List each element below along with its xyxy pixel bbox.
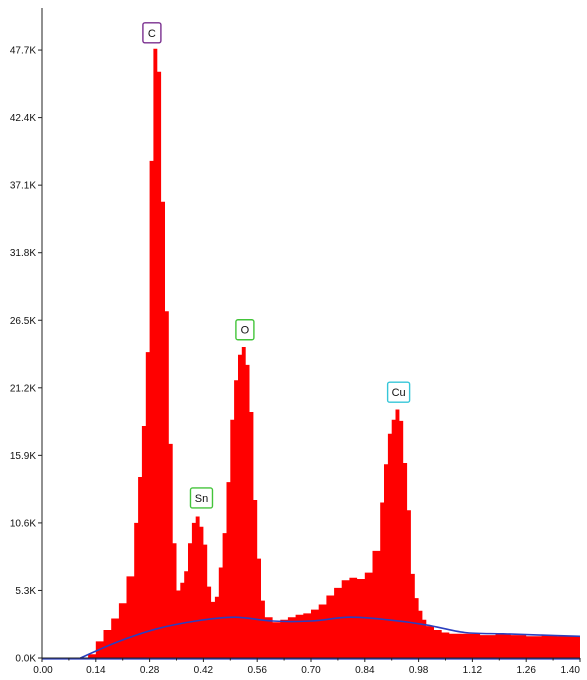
plot-area <box>42 48 581 660</box>
y-tick-label: 10.6K <box>10 518 36 529</box>
peak-label-box <box>235 319 255 341</box>
y-tick-label: 42.4K <box>10 113 36 124</box>
x-tick-label: 1.26 <box>516 665 536 676</box>
x-tick-label: 0.84 <box>355 665 375 676</box>
axes: 0.0K 5.3K 10.6K 15.9K 21.2K 26.5K 31.8K 37.1K 42… <box>10 8 581 676</box>
peak-label-box <box>386 381 411 403</box>
y-tick-label: 21.2K <box>10 383 36 394</box>
peak-label-c: C <box>142 22 162 44</box>
peak-labels: C Sn O Cu <box>142 22 411 509</box>
x-tick-label: 0.70 <box>301 665 321 676</box>
peak-label-box <box>189 487 214 509</box>
x-tick-label: 0.42 <box>194 665 214 676</box>
x-tick-label: 0.28 <box>140 665 160 676</box>
background-fit-line <box>80 616 581 659</box>
x-tick-label: 0.98 <box>409 665 429 676</box>
y-tick-label: 26.5K <box>10 316 36 327</box>
x-tick-label: 0.56 <box>247 665 267 676</box>
x-tick-label: 0.14 <box>86 665 106 676</box>
peak-label-text: C <box>148 28 156 40</box>
y-tick-label: 5.3K <box>15 586 36 597</box>
peak-label-text: Sn <box>195 493 208 505</box>
y-tick-label: 15.9K <box>10 451 36 462</box>
peak-label-box <box>142 22 162 44</box>
y-tick-label: 0.0K <box>15 654 36 665</box>
y-tick-label: 31.8K <box>10 248 36 259</box>
x-tick-label: 1.40 <box>561 665 581 676</box>
x-tick-label: 1.12 <box>463 665 483 676</box>
peak-label-o: O <box>235 319 255 341</box>
spectrum-area <box>42 48 580 659</box>
peak-label-sn: Sn <box>189 487 214 509</box>
peak-label-text: Cu <box>392 387 406 399</box>
y-tick-label: 37.1K <box>10 181 36 192</box>
y-tick-label: 47.7K <box>10 46 36 57</box>
peak-label-text: O <box>241 325 250 337</box>
x-tick-label: 0.00 <box>33 665 53 676</box>
peak-label-cu: Cu <box>386 381 411 403</box>
